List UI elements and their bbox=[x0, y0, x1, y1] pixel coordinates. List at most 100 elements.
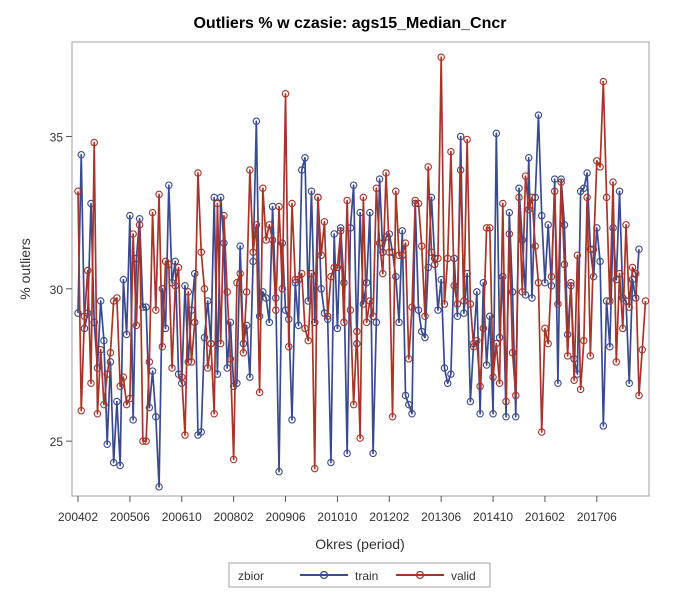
data-point-valid bbox=[252, 221, 261, 229]
data-point-train bbox=[492, 129, 501, 138]
data-point-valid bbox=[388, 413, 397, 421]
data-point-train bbox=[447, 370, 455, 378]
data-point-valid bbox=[492, 339, 501, 348]
data-point-train bbox=[340, 278, 348, 287]
data-point-valid bbox=[285, 342, 293, 351]
data-point-valid bbox=[203, 364, 212, 372]
data-point-train bbox=[262, 294, 270, 302]
data-point-train bbox=[372, 318, 381, 327]
data-point-valid bbox=[392, 187, 400, 196]
data-point-train bbox=[362, 278, 371, 287]
data-point-valid bbox=[414, 199, 423, 208]
data-point-train bbox=[233, 379, 241, 388]
data-point-train bbox=[119, 275, 128, 284]
data-point-valid bbox=[207, 339, 215, 348]
data-point-train bbox=[434, 306, 442, 314]
x-tick-label: 200906 bbox=[266, 510, 306, 524]
data-point-valid bbox=[317, 251, 325, 260]
data-point-train bbox=[479, 278, 488, 287]
data-point-valid bbox=[200, 285, 209, 293]
data-point-valid bbox=[249, 248, 257, 256]
data-point-valid bbox=[479, 324, 488, 333]
data-point-valid bbox=[372, 184, 381, 193]
x-tick-label: 200402 bbox=[58, 510, 98, 524]
data-point-valid bbox=[184, 288, 193, 296]
data-point-train bbox=[216, 193, 225, 202]
data-point-valid bbox=[343, 196, 351, 205]
data-point-valid bbox=[356, 434, 364, 442]
data-point-valid bbox=[353, 327, 361, 336]
data-point-valid bbox=[424, 163, 432, 171]
data-point-train bbox=[226, 318, 235, 327]
data-point-valid bbox=[417, 242, 426, 250]
data-point-train bbox=[301, 154, 309, 162]
data-point-valid bbox=[178, 373, 186, 381]
data-point-train bbox=[343, 449, 351, 458]
data-point-train bbox=[499, 272, 507, 281]
data-point-valid bbox=[359, 193, 368, 202]
data-point-valid bbox=[106, 349, 115, 357]
data-point-train bbox=[190, 269, 199, 278]
data-point-valid bbox=[187, 358, 196, 366]
data-point-valid bbox=[405, 355, 413, 363]
data-point-valid bbox=[505, 230, 514, 238]
data-point-train bbox=[476, 409, 484, 418]
data-point-valid bbox=[291, 275, 300, 284]
legend-frame bbox=[228, 562, 491, 588]
data-point-valid bbox=[508, 349, 517, 357]
data-point-valid bbox=[327, 272, 335, 281]
data-point-valid bbox=[606, 297, 614, 305]
data-point-train bbox=[100, 336, 108, 345]
data-point-valid bbox=[259, 184, 267, 193]
data-point-valid bbox=[116, 382, 124, 391]
data-point-valid bbox=[310, 464, 319, 473]
data-point-valid bbox=[408, 303, 416, 311]
data-point-valid bbox=[447, 147, 455, 156]
data-point-valid bbox=[641, 297, 650, 305]
data-point-valid bbox=[362, 318, 371, 327]
data-point-train bbox=[103, 440, 111, 448]
data-point-valid bbox=[427, 248, 436, 256]
data-point-valid bbox=[622, 221, 630, 229]
data-point-valid bbox=[139, 437, 147, 445]
data-point-valid bbox=[281, 90, 290, 98]
data-point-train bbox=[440, 364, 449, 372]
x-axis: 200402 200506 200610 200802 200906 201010 2012… bbox=[58, 496, 617, 524]
x-tick-label: 200802 bbox=[214, 510, 254, 524]
data-point-valid bbox=[534, 278, 543, 287]
data-point-valid bbox=[612, 358, 621, 366]
data-point-train bbox=[74, 309, 82, 317]
data-point-train bbox=[408, 409, 416, 418]
data-point-train bbox=[375, 175, 384, 183]
data-point-valid bbox=[599, 77, 608, 86]
data-point-train bbox=[165, 181, 173, 189]
data-point-valid bbox=[142, 437, 150, 445]
data-point-valid bbox=[453, 300, 462, 308]
data-point-valid bbox=[103, 370, 111, 378]
data-point-valid bbox=[499, 199, 507, 208]
data-point-valid bbox=[375, 239, 384, 247]
data-point-valid bbox=[456, 166, 465, 174]
data-point-valid bbox=[434, 254, 442, 263]
data-point-valid bbox=[336, 227, 345, 235]
data-point-valid bbox=[570, 376, 578, 384]
data-point-train bbox=[366, 208, 374, 217]
data-point-train bbox=[327, 458, 335, 467]
data-point-valid bbox=[333, 263, 342, 272]
data-point-train bbox=[242, 321, 251, 330]
data-point-train bbox=[275, 467, 283, 476]
data-point-valid bbox=[593, 157, 601, 165]
data-point-train bbox=[544, 221, 552, 229]
data-point-valid bbox=[489, 373, 497, 381]
data-point-train bbox=[453, 312, 462, 320]
data-point-train bbox=[297, 166, 306, 174]
data-point-train bbox=[294, 321, 303, 330]
data-point-train bbox=[524, 154, 533, 162]
data-point-valid bbox=[544, 339, 552, 348]
data-point-train bbox=[596, 257, 604, 266]
data-point-train bbox=[534, 111, 543, 119]
data-point-train bbox=[443, 379, 452, 388]
data-point-valid bbox=[174, 263, 183, 272]
data-point-valid bbox=[437, 53, 445, 61]
